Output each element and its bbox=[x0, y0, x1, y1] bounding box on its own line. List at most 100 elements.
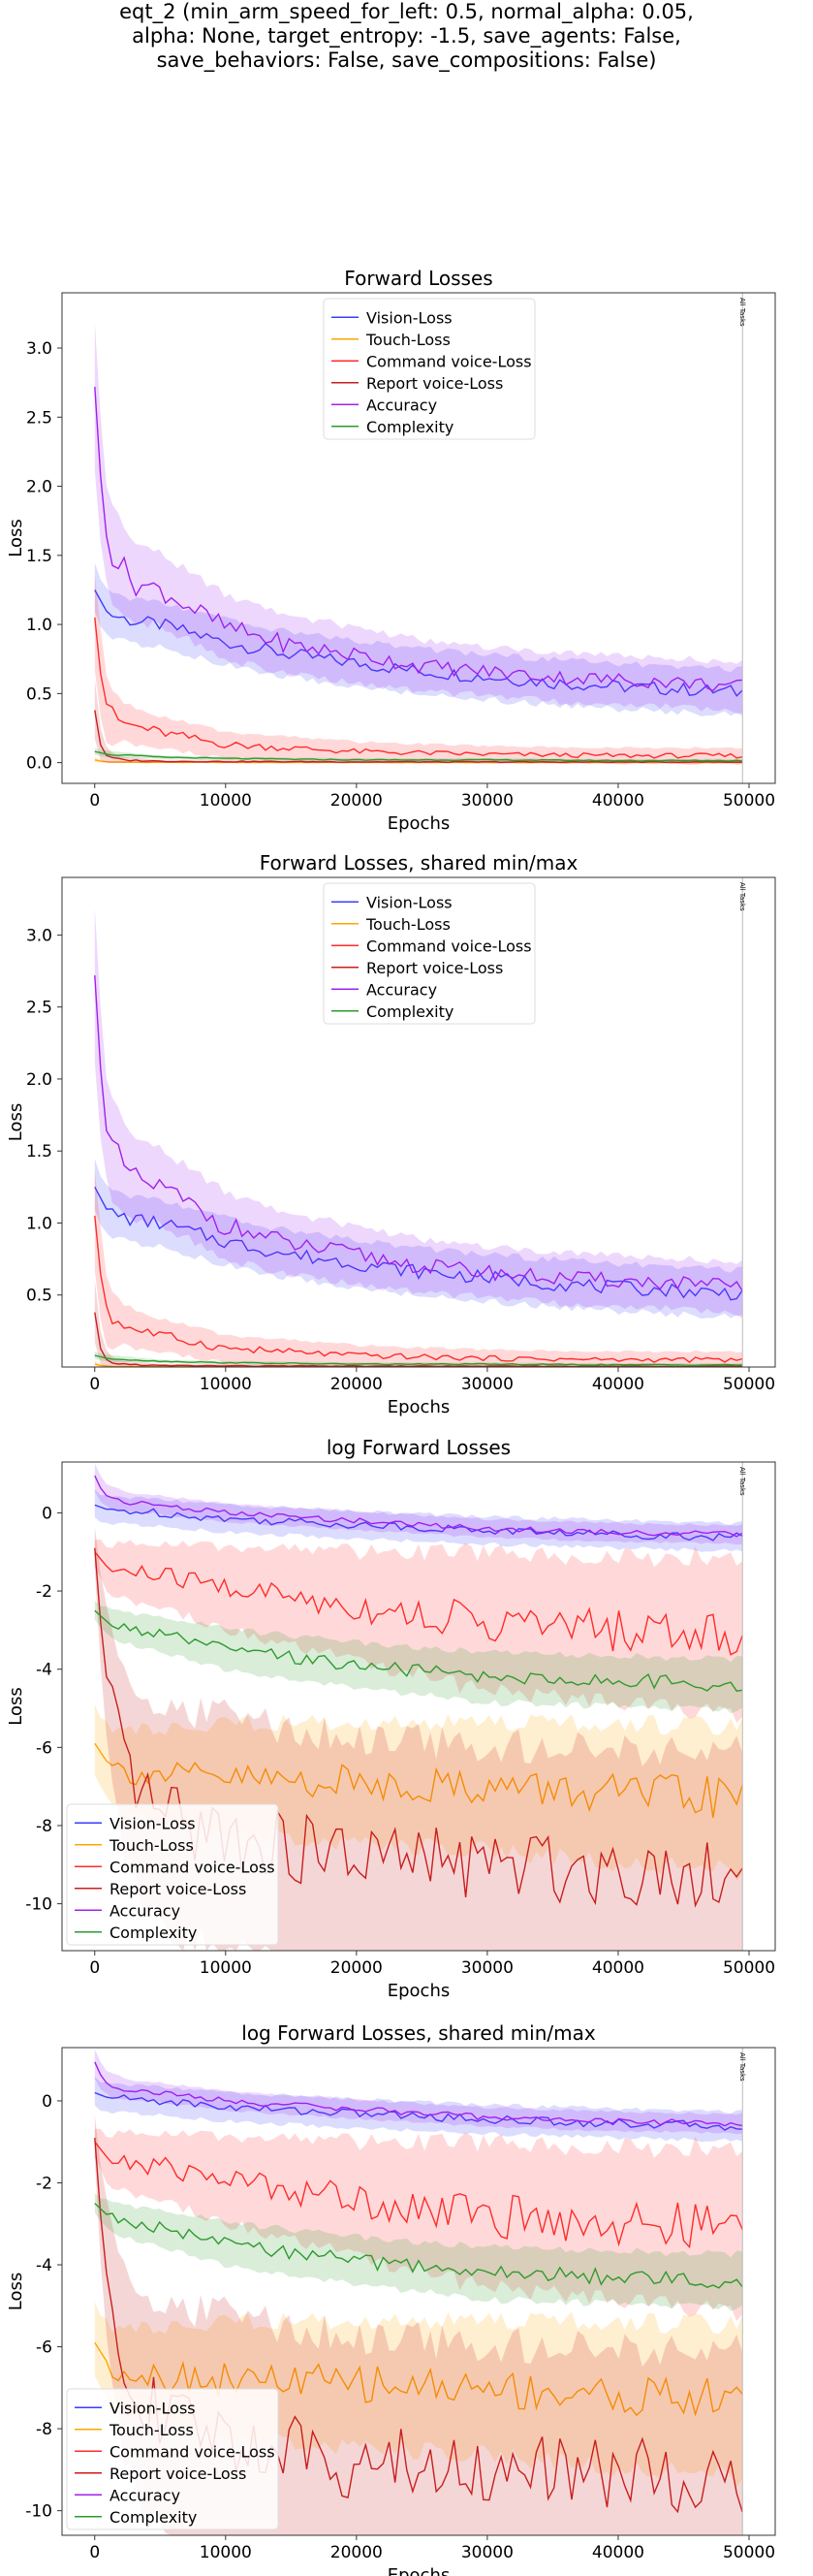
x-tick-label: 50000 bbox=[723, 1958, 775, 1978]
y-tick-label: 2.5 bbox=[26, 408, 52, 428]
legend-box bbox=[66, 1803, 279, 1946]
y-tick-label: -8 bbox=[36, 2420, 52, 2439]
y-tick-label: 1.0 bbox=[26, 1214, 52, 1233]
legend-label-complexity: Complexity bbox=[109, 1924, 197, 1942]
x-tick-label: 0 bbox=[89, 1375, 100, 1394]
y-tick-label: 1.0 bbox=[26, 616, 52, 635]
chart-title: Forward Losses, shared min/max bbox=[260, 851, 578, 875]
x-tick-label: 20000 bbox=[330, 1375, 383, 1394]
band-accuracy bbox=[94, 1463, 743, 1545]
x-tick-label: 30000 bbox=[461, 1958, 514, 1978]
series-line-command bbox=[94, 1551, 743, 1656]
y-tick-label: 2.0 bbox=[26, 478, 52, 497]
legend-label-complexity: Complexity bbox=[366, 1002, 453, 1021]
band-vision bbox=[94, 562, 743, 716]
legend: Vision-Loss Touch-Loss Command voice-Loss R… bbox=[323, 882, 536, 1025]
x-tick-label: 0 bbox=[89, 1958, 100, 1978]
x-tick-label: 10000 bbox=[200, 1375, 252, 1394]
x-axis-label: Epochs bbox=[388, 813, 451, 834]
y-tick-label: 1.5 bbox=[26, 547, 52, 566]
band-vision bbox=[94, 1489, 743, 1552]
legend-label-report: Report voice-Loss bbox=[366, 959, 503, 977]
y-tick-label: -10 bbox=[25, 2502, 52, 2522]
legend: Vision-Loss Touch-Loss Command voice-Loss R… bbox=[323, 298, 536, 440]
chart-panel-3: log Forward Losses All Tasks 0 10000 20000 30… bbox=[6, 1436, 776, 2001]
y-tick-label: -2 bbox=[36, 1582, 52, 1602]
legend-label-touch: Touch-Loss bbox=[109, 2421, 194, 2439]
y-tick-label: -8 bbox=[36, 1817, 52, 1836]
x-axis-label: Epochs bbox=[388, 2565, 451, 2576]
y-axis-label: Loss bbox=[6, 2273, 26, 2310]
y-tick-label: 0.5 bbox=[26, 684, 52, 704]
legend-label-vision: Vision-Loss bbox=[366, 308, 453, 327]
x-tick-label: 10000 bbox=[200, 791, 252, 811]
legend-label-complexity: Complexity bbox=[366, 418, 453, 436]
series-line-touch bbox=[94, 2341, 743, 2417]
legend-box bbox=[323, 882, 536, 1025]
legend-box bbox=[323, 298, 536, 440]
band-command bbox=[94, 1170, 743, 1367]
series-line-complexity bbox=[94, 1354, 743, 1367]
plot-area bbox=[94, 322, 743, 766]
chart-panel-2: Forward Losses, shared min/max All Tasks 0… bbox=[6, 851, 776, 1417]
y-tick-label: 2.0 bbox=[26, 1070, 52, 1090]
band-accuracy bbox=[94, 907, 743, 1317]
band-accuracy bbox=[94, 2049, 743, 2135]
figure-suptitle: eqt_2 (min_arm_speed_for_left: 0.5, norm… bbox=[0, 0, 813, 73]
series-line-vision bbox=[94, 2091, 743, 2131]
series-line-command bbox=[94, 2141, 743, 2249]
series-line-vision bbox=[94, 1186, 743, 1301]
plot-area bbox=[94, 907, 743, 1367]
legend-label-touch: Touch-Loss bbox=[109, 1836, 194, 1855]
y-axis-label: Loss bbox=[6, 519, 26, 557]
y-tick-label: 0.5 bbox=[26, 1287, 52, 1306]
chart-title: log Forward Losses bbox=[327, 1436, 511, 1459]
suptitle-line-2: alpha: None, target_entropy: -1.5, save_… bbox=[132, 24, 681, 48]
x-tick-label: 10000 bbox=[200, 2543, 252, 2562]
band-vision bbox=[94, 2077, 743, 2143]
x-axis-label: Epochs bbox=[388, 1981, 451, 2001]
series-line-complexity bbox=[94, 2203, 743, 2289]
y-tick-label: 1.5 bbox=[26, 1142, 52, 1161]
legend: Vision-Loss Touch-Loss Command voice-Loss R… bbox=[66, 2388, 279, 2530]
series-line-accuracy bbox=[94, 1475, 743, 1538]
all-tasks-label: All Tasks bbox=[738, 1467, 746, 1496]
legend-label-report: Report voice-Loss bbox=[109, 1880, 246, 1898]
y-tick-label: 0 bbox=[42, 2092, 52, 2112]
legend-label-touch: Touch-Loss bbox=[365, 331, 451, 349]
series-line-touch bbox=[94, 1742, 743, 1819]
band-complexity bbox=[94, 1601, 743, 1714]
y-axis-label: Loss bbox=[6, 1687, 26, 1725]
series-line-report bbox=[94, 1312, 743, 1367]
x-tick-label: 50000 bbox=[723, 1375, 775, 1394]
x-tick-label: 30000 bbox=[461, 1375, 514, 1394]
legend-label-report: Report voice-Loss bbox=[109, 2465, 246, 2483]
y-tick-label: -4 bbox=[36, 2256, 52, 2275]
legend-label-accuracy: Accuracy bbox=[366, 980, 437, 999]
x-axis-label: Epochs bbox=[388, 1397, 451, 1417]
chart-panel-4: log Forward Losses, shared min/max All Ta… bbox=[6, 2021, 776, 2576]
x-tick-label: 20000 bbox=[330, 2543, 383, 2562]
x-tick-label: 10000 bbox=[200, 1958, 252, 1978]
x-tick-label: 50000 bbox=[723, 791, 775, 811]
y-tick-label: -4 bbox=[36, 1661, 52, 1680]
x-tick-label: 40000 bbox=[592, 1958, 644, 1978]
y-tick-label: -2 bbox=[36, 2174, 52, 2193]
legend-label-vision: Vision-Loss bbox=[109, 1814, 196, 1832]
y-tick-label: -10 bbox=[25, 1895, 52, 1915]
legend-label-complexity: Complexity bbox=[109, 2508, 197, 2527]
series-line-vision bbox=[94, 1504, 743, 1542]
chart-panel-1: Forward Losses All Tasks 0 10000 20000 30000 4… bbox=[6, 267, 776, 834]
band-command bbox=[94, 1539, 743, 1724]
band-complexity bbox=[94, 2193, 743, 2311]
series-line-complexity bbox=[94, 750, 743, 762]
y-tick-label: 3.0 bbox=[26, 926, 52, 945]
legend-label-touch: Touch-Loss bbox=[365, 915, 451, 934]
x-tick-label: 50000 bbox=[723, 2543, 775, 2562]
suptitle-line-1: eqt_2 (min_arm_speed_for_left: 0.5, norm… bbox=[119, 0, 694, 23]
chart-title: log Forward Losses, shared min/max bbox=[241, 2021, 596, 2045]
legend-label-command: Command voice-Loss bbox=[366, 937, 532, 955]
x-tick-label: 40000 bbox=[592, 791, 644, 811]
legend-label-report: Report voice-Loss bbox=[366, 374, 503, 393]
